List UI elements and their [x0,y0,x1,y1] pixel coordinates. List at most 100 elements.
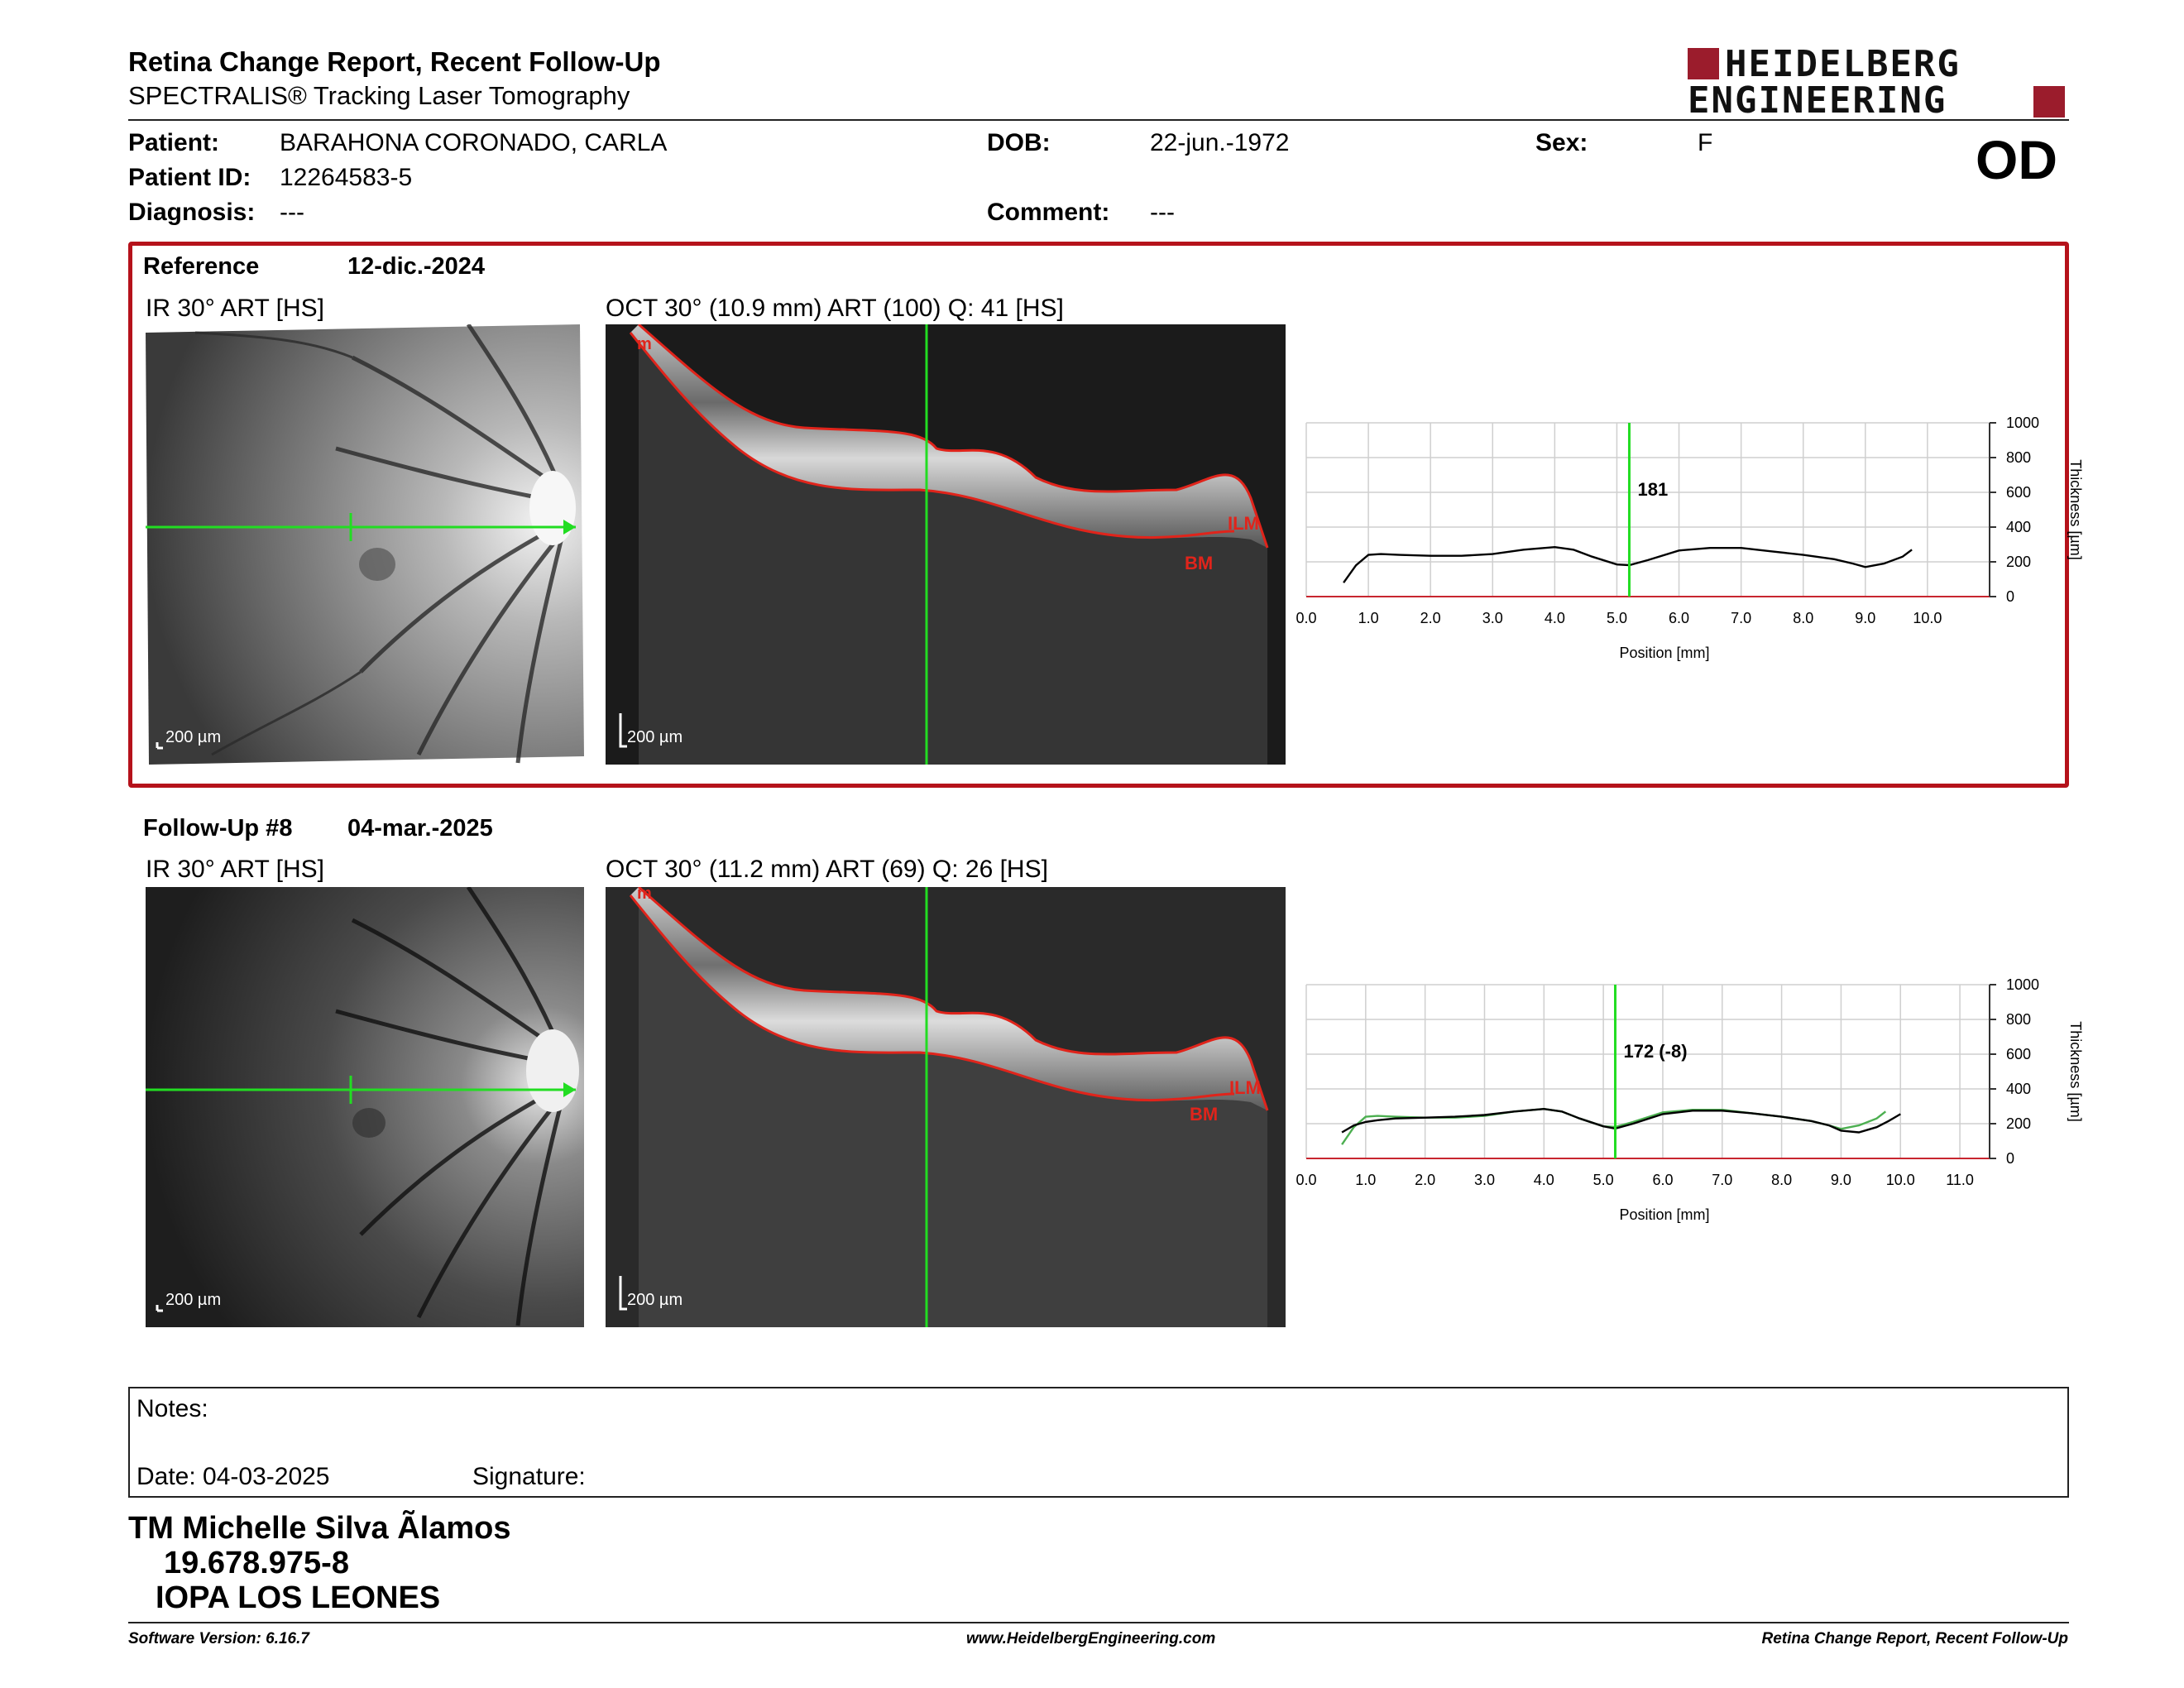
reference-label: Reference [143,253,260,280]
notes-label: Notes: [136,1395,208,1422]
followup-chart-x-tick-label: 10.0 [1886,1172,1915,1188]
followup-ir-scale-label: 200 µm [165,1291,222,1309]
reference-chart-x-tick-label: 7.0 [1731,610,1751,626]
followup-chart-y-tick-label: 400 [2006,1081,2031,1097]
followup-chart-x-tick-label: 2.0 [1415,1172,1435,1188]
reference-oct-scale-label: 200 µm [627,728,683,746]
followup-chart-marker-label: 172 (-8) [1623,1041,1687,1062]
followup-oct-scale-label: 200 µm [627,1291,683,1309]
followup-chart-y-tick-label: 600 [2006,1046,2031,1062]
followup-date: 04-mar.-2025 [347,815,493,842]
followup-ilm-label: ILM [1229,1077,1261,1098]
reference-chart-y-tick-label: 600 [2006,484,2031,501]
followup-chart-x-tick-label: 0.0 [1296,1172,1316,1188]
reference-chart-y-tick-label: 400 [2006,519,2031,535]
reference-chart-y-tick-label: 800 [2006,449,2031,466]
followup-ir-title: IR 30° ART [HS] [146,856,324,883]
followup-chart-x-tick-label: 8.0 [1771,1172,1792,1188]
reference-chart-x-tick-label: 9.0 [1855,610,1875,626]
heidelberg-logo: HEIDELBERG ENGINEERING [1688,43,2068,126]
sex-label: Sex: [1535,129,1588,156]
reference-chart-x-tick-label: 1.0 [1358,610,1379,626]
reference-ilm-label: ILM [1228,513,1259,534]
followup-oct-image[interactable]: m ILM BM 200 µm [606,887,1286,1327]
reference-ir-title: IR 30° ART [HS] [146,295,324,322]
reference-frame [128,242,2069,788]
reference-ir-scale-label: 200 µm [165,728,222,746]
followup-chart-x-tick-label: 11.0 [1946,1172,1974,1188]
followup-chart-x-tick-label: 7.0 [1712,1172,1732,1188]
followup-chart-y-axis-label: Thickness [µm] [2067,1021,2084,1121]
followup-label: Follow-Up #8 [143,815,293,842]
signature-name: TM Michelle Silva Ãlamos [128,1511,511,1546]
reference-chart-x-tick-label: 10.0 [1913,610,1942,626]
reference-chart-marker-label: 181 [1637,479,1668,500]
reference-thickness-chart-svg: 0.0 1.0 2.0 3.0 4.0 5.0 6.0 7.0 8.0 9.0 10.0 0 200 40… [1296,415,2084,661]
dob-value: 22-jun.-1972 [1150,129,1290,156]
footer-website[interactable]: www.HeidelbergEngineering.com [966,1630,1216,1647]
reference-ir-image[interactable]: 200 µm [146,324,584,765]
signature-institution: IOPA LOS LEONES [156,1580,441,1615]
signature-label: Signature: [472,1463,586,1490]
followup-chart-x-tick-label: 6.0 [1652,1172,1673,1188]
reference-oct-title: OCT 30° (10.9 mm) ART (100) Q: 41 [HS] [606,295,1064,322]
reference-oct-image[interactable]: m ILM BM 200 µm [606,324,1286,765]
footer-report-name: Retina Change Report, Recent Follow-Up [1761,1630,2068,1647]
report-title: Retina Change Report, Recent Follow-Up [128,46,661,77]
followup-oct-title: OCT 30° (11.2 mm) ART (69) Q: 26 [HS] [606,856,1048,883]
reference-chart-x-tick-label: 2.0 [1420,610,1441,626]
comment-label: Comment: [987,199,1110,226]
patient-id: 12264583-5 [280,164,413,191]
reference-chart-x-tick-label: 3.0 [1482,610,1503,626]
svg-text:m: m [637,887,652,903]
notes-date: Date: 04-03-2025 [136,1463,330,1490]
reference-chart-y-axis-label: Thickness [µm] [2067,459,2084,559]
signature-rut: 19.678.975-8 [164,1546,349,1580]
report-subtitle: SPECTRALIS® Tracking Laser Tomography [128,81,630,110]
followup-chart-y-tick-label: 0 [2006,1150,2014,1167]
header-divider [128,119,2069,121]
reference-chart-y-tick-label: 200 [2006,554,2031,570]
followup-chart-x-tick-label: 1.0 [1355,1172,1376,1188]
followup-chart-x-tick-label: 5.0 [1593,1172,1614,1188]
logo-line1: HEIDELBERG [1725,43,1961,85]
reference-chart-y-tick-label: 1000 [2006,415,2039,431]
followup-chart-x-tick-label: 4.0 [1534,1172,1554,1188]
patient-label: Patient: [128,129,220,156]
reference-chart-series-line [1343,545,1913,583]
followup-chart-y-tick-label: 200 [2006,1115,2031,1132]
reference-thickness-chart: 0.0 1.0 2.0 3.0 4.0 5.0 6.0 7.0 8.0 9.0 10.0 0 200 40… [1295,410,2089,674]
patient-name: BARAHONA CORONADO, CARLA [280,129,668,156]
notes-box[interactable]: Notes: Date: 04-03-2025 Signature: [128,1387,2069,1498]
footer-software-version: Software Version: 6.16.7 [128,1630,309,1647]
reference-chart-x-tick-label: 5.0 [1607,610,1627,626]
diagnosis-value: --- [280,199,304,226]
footer-divider [128,1622,2069,1623]
logo-square-icon [2033,86,2065,117]
reference-chart-x-tick-label: 4.0 [1545,610,1565,626]
logo-line2: ENGINEERING [1688,79,1947,122]
reference-chart-y-tick-label: 0 [2006,588,2014,605]
svg-text:m: m [637,335,652,353]
sex-value: F [1698,129,1713,156]
logo-square-icon [1688,48,1719,79]
dob-label: DOB: [987,129,1051,156]
followup-bm-label: BM [1190,1104,1219,1125]
reference-chart-x-axis-label: Position [mm] [1619,645,1709,661]
patient-id-label: Patient ID: [128,164,251,191]
reference-chart-x-tick-label: 8.0 [1793,610,1813,626]
reference-date: 12-dic.-2024 [347,253,486,280]
eye-indicator: OD [1976,129,2057,190]
diagnosis-label: Diagnosis: [128,199,256,226]
followup-chart-x-axis-label: Position [mm] [1619,1206,1709,1223]
comment-value: --- [1150,199,1175,226]
followup-chart-y-tick-label: 1000 [2006,976,2039,993]
reference-chart-x-tick-label: 0.0 [1296,610,1316,626]
followup-chart-y-tick-label: 800 [2006,1011,2031,1028]
followup-thickness-chart-svg: 0.0 1.0 2.0 3.0 4.0 5.0 6.0 7.0 8.0 9.0 10.0 11.0 0 2… [1296,976,2084,1223]
reference-bm-label: BM [1185,553,1214,573]
followup-ir-image[interactable]: 200 µm [146,887,584,1327]
followup-chart-series-line [1341,1107,1887,1145]
reference-chart-x-tick-label: 6.0 [1669,610,1689,626]
followup-chart-x-tick-label: 3.0 [1474,1172,1495,1188]
